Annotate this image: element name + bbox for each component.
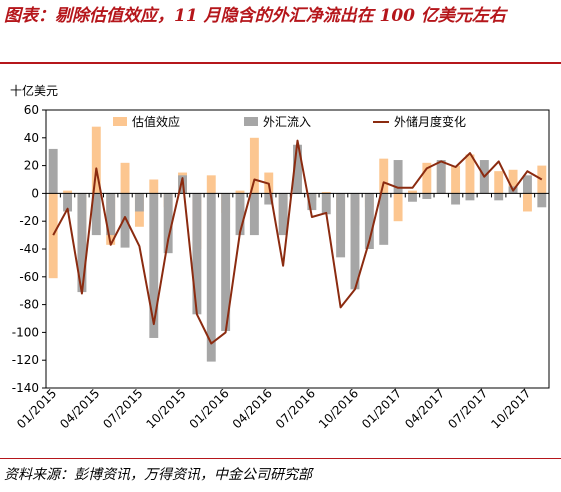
bar-inflow bbox=[91, 193, 101, 236]
x-tick-label: 07/2016 bbox=[273, 386, 318, 431]
bar-inflow bbox=[235, 193, 245, 236]
y-tick-label: -100 bbox=[12, 325, 39, 339]
bar-inflow bbox=[436, 160, 446, 194]
bar-valuation bbox=[422, 162, 432, 194]
bar-valuation bbox=[91, 126, 101, 194]
x-tick-label: 01/2017 bbox=[359, 386, 404, 431]
bar-inflow bbox=[278, 193, 288, 236]
bar-inflow bbox=[321, 193, 331, 215]
bar-inflow bbox=[134, 193, 144, 212]
bars bbox=[48, 126, 547, 362]
bar-inflow bbox=[206, 193, 216, 362]
source-rule bbox=[0, 458, 561, 459]
source-note: 资料来源：彭博资讯，万得资讯，中金公司研究部 bbox=[4, 467, 312, 483]
y-tick-label: -140 bbox=[12, 381, 39, 395]
bar-inflow bbox=[77, 193, 87, 293]
x-tick-label: 10/2017 bbox=[488, 386, 533, 431]
bar-inflow bbox=[249, 193, 259, 236]
bar-inflow bbox=[522, 175, 532, 194]
bar-valuation bbox=[522, 193, 532, 212]
y-tick-label: -60 bbox=[19, 270, 39, 284]
bar-valuation bbox=[206, 175, 216, 194]
bar-valuation bbox=[537, 165, 547, 194]
bar-valuation bbox=[235, 190, 245, 194]
bar-valuation bbox=[48, 193, 58, 279]
bar-valuation bbox=[149, 179, 159, 194]
bar-valuation bbox=[408, 190, 417, 194]
chart: 十亿美元 估值效应 外汇流入 外储月度变化 -140 -120 -100 -80 -60 -4… bbox=[10, 83, 550, 431]
bar-inflow bbox=[120, 193, 130, 248]
y-tick-label: -120 bbox=[12, 353, 39, 367]
legend-inflow: 外汇流入 bbox=[244, 115, 311, 129]
title-rule bbox=[0, 62, 561, 64]
x-tick-label: 01/2016 bbox=[187, 386, 232, 431]
x-tick-label: 07/2015 bbox=[100, 386, 145, 431]
legend-valuation-swatch bbox=[113, 117, 127, 126]
y-tick-label: 40 bbox=[24, 131, 39, 145]
x-tick-label: 10/2016 bbox=[316, 386, 361, 431]
bar-inflow bbox=[48, 148, 58, 194]
x-tick-label: 10/2015 bbox=[143, 386, 188, 431]
bar-inflow bbox=[393, 160, 403, 194]
bar-inflow bbox=[264, 193, 274, 205]
y-tick-label: -20 bbox=[19, 214, 39, 228]
bar-valuation bbox=[393, 193, 403, 222]
bar-valuation bbox=[249, 137, 259, 194]
figure-title: 图表：剔除估值效应，11 月隐含的外汇净流出在 100 亿美元左右 bbox=[4, 6, 506, 26]
y-tick-label: 0 bbox=[31, 186, 39, 200]
y-axis-unit-label: 十亿美元 bbox=[10, 83, 58, 98]
legend-valuation-label: 估值效应 bbox=[132, 114, 180, 129]
bar-inflow bbox=[336, 193, 346, 258]
bar-inflow bbox=[350, 193, 360, 290]
bar-inflow bbox=[379, 193, 389, 245]
bar-inflow bbox=[163, 193, 173, 254]
bar-valuation bbox=[494, 171, 504, 194]
x-tick-label: 04/2017 bbox=[402, 386, 447, 431]
bar-valuation bbox=[508, 169, 518, 194]
bar-inflow bbox=[106, 193, 116, 236]
bar-valuation bbox=[120, 162, 130, 194]
x-tick-label: 04/2016 bbox=[230, 386, 275, 431]
bar-inflow bbox=[364, 193, 374, 249]
bar-inflow bbox=[63, 193, 73, 212]
bar-valuation bbox=[379, 158, 389, 194]
legend-inflow-label: 外汇流入 bbox=[263, 115, 311, 129]
line-reserve-change bbox=[52, 139, 543, 345]
bar-inflow bbox=[422, 193, 432, 199]
bar-inflow bbox=[408, 193, 417, 202]
bar-inflow bbox=[537, 193, 547, 208]
legend: 估值效应 外汇流入 外储月度变化 bbox=[113, 114, 466, 129]
bar-valuation bbox=[321, 192, 331, 194]
bar-inflow bbox=[307, 193, 317, 211]
y-tick-label: -80 bbox=[19, 298, 39, 312]
bar-inflow bbox=[465, 193, 475, 201]
bar-inflow bbox=[293, 144, 302, 194]
y-tick-label: 20 bbox=[24, 159, 39, 173]
bar-inflow bbox=[192, 193, 202, 315]
y-tick-label: 60 bbox=[24, 103, 39, 117]
x-tick-label: 04/2015 bbox=[57, 386, 102, 431]
bar-valuation bbox=[451, 165, 461, 194]
legend-change: 外储月度变化 bbox=[373, 114, 466, 129]
bar-inflow bbox=[494, 193, 504, 201]
bar-inflow bbox=[451, 193, 461, 205]
legend-change-label: 外储月度变化 bbox=[394, 114, 466, 129]
legend-valuation: 估值效应 bbox=[113, 114, 180, 129]
bar-inflow bbox=[221, 193, 231, 332]
x-tick-label: 07/2017 bbox=[445, 386, 490, 431]
y-tick-label: -40 bbox=[19, 242, 39, 256]
bar-inflow bbox=[149, 193, 159, 338]
line-layer bbox=[52, 139, 543, 345]
legend-inflow-swatch bbox=[244, 117, 258, 126]
bar-valuation bbox=[465, 154, 475, 194]
bar-valuation bbox=[63, 190, 73, 194]
